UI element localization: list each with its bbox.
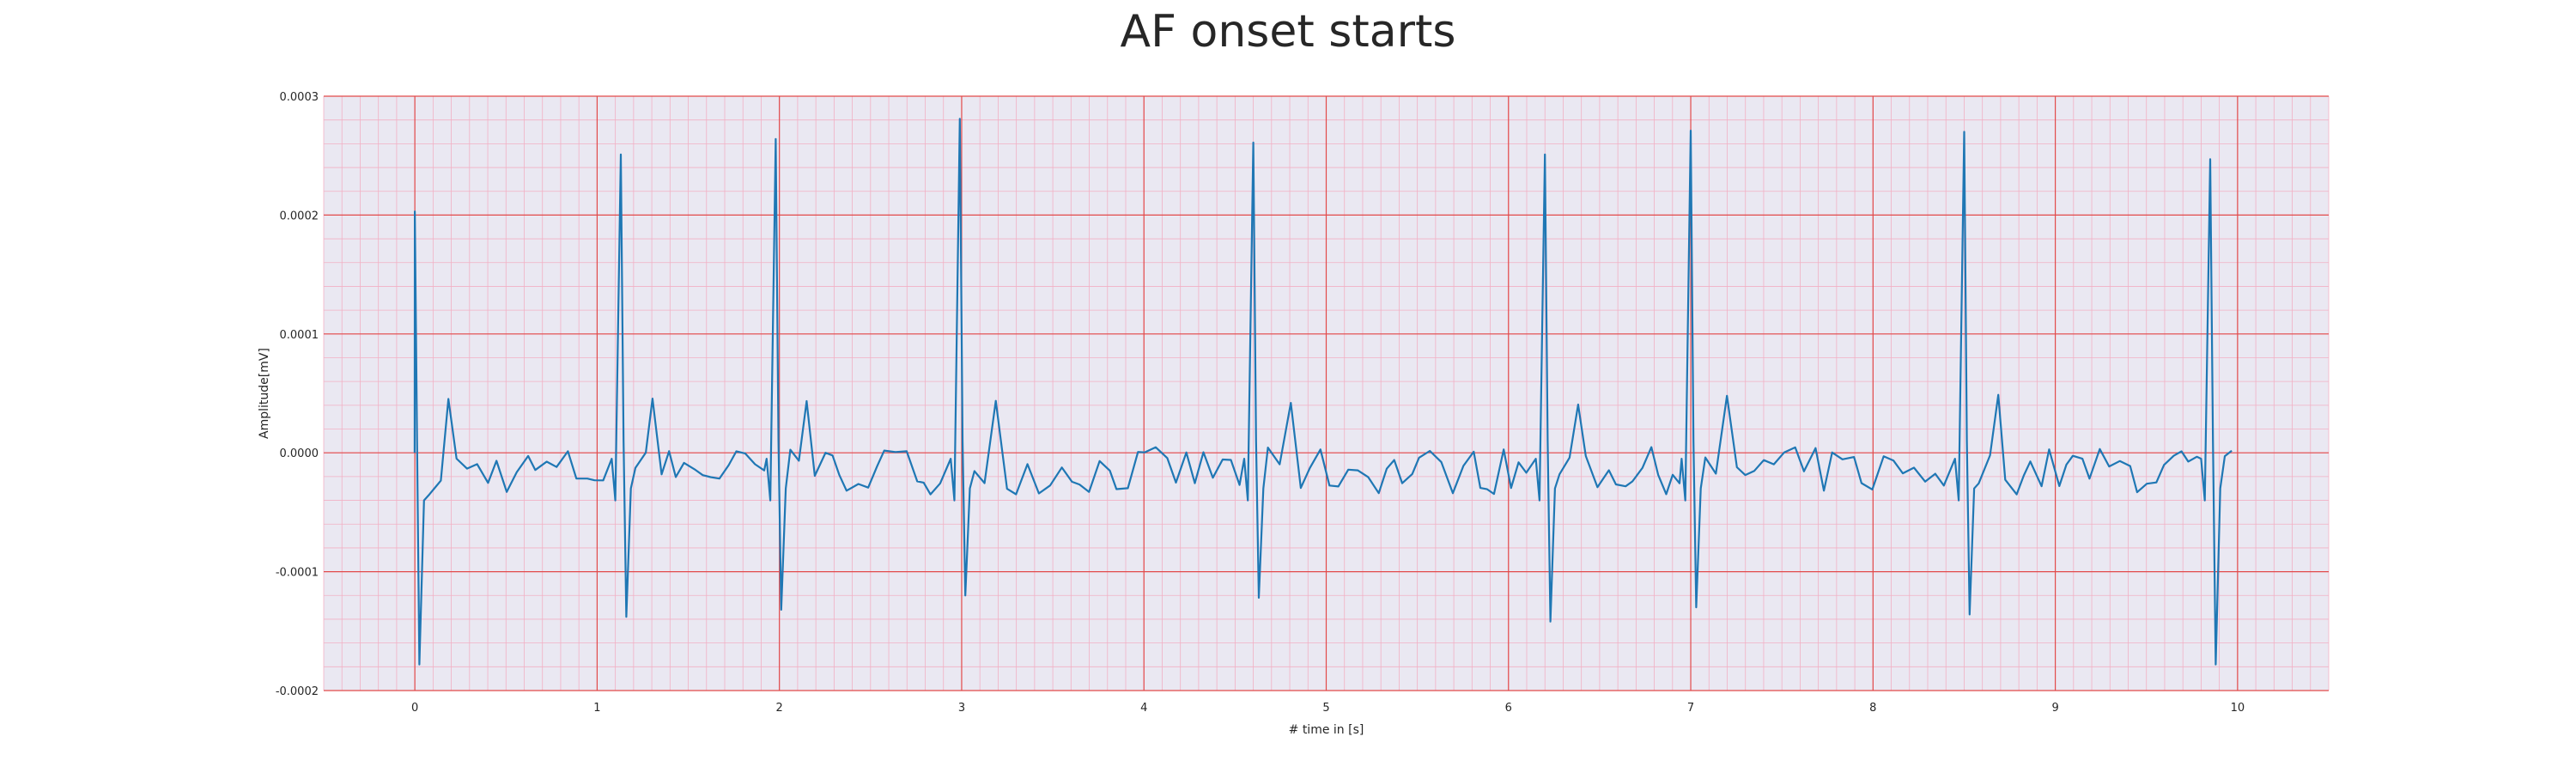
- x-tick-label: 9: [2051, 702, 2058, 715]
- y-tick-label: 0.0002: [280, 210, 319, 222]
- x-tick-label: 8: [1869, 702, 1876, 715]
- y-tick-label: -0.0001: [276, 567, 319, 580]
- y-axis-label: Amplitude[mV]: [258, 348, 271, 439]
- x-tick-label: 2: [776, 702, 783, 715]
- x-tick-label: 7: [1687, 702, 1694, 715]
- y-tick-label: 0.0001: [280, 329, 319, 342]
- x-tick-label: 6: [1505, 702, 1512, 715]
- y-tick-label: 0.0000: [280, 447, 319, 460]
- y-tick-label: -0.0002: [276, 685, 319, 698]
- x-axis-label: # time in [s]: [1289, 723, 1364, 737]
- x-tick-label: 5: [1322, 702, 1329, 715]
- x-axis-ticks: 0 1 2 3 4 5 6 7 8 9 10: [411, 702, 2245, 715]
- ecg-signal-line: [413, 118, 2233, 666]
- x-tick-label: 1: [593, 702, 600, 715]
- y-axis-ticks: -0.0002 -0.0001 0.0000 0.0001 0.0002 0.0003: [276, 91, 319, 698]
- chart-title: AF onset starts: [1120, 6, 1456, 58]
- y-tick-label: 0.0003: [280, 91, 319, 104]
- x-tick-label: 10: [2231, 702, 2245, 715]
- x-tick-label: 0: [411, 702, 418, 715]
- x-tick-label: 3: [958, 702, 965, 715]
- x-tick-label: 4: [1140, 702, 1147, 715]
